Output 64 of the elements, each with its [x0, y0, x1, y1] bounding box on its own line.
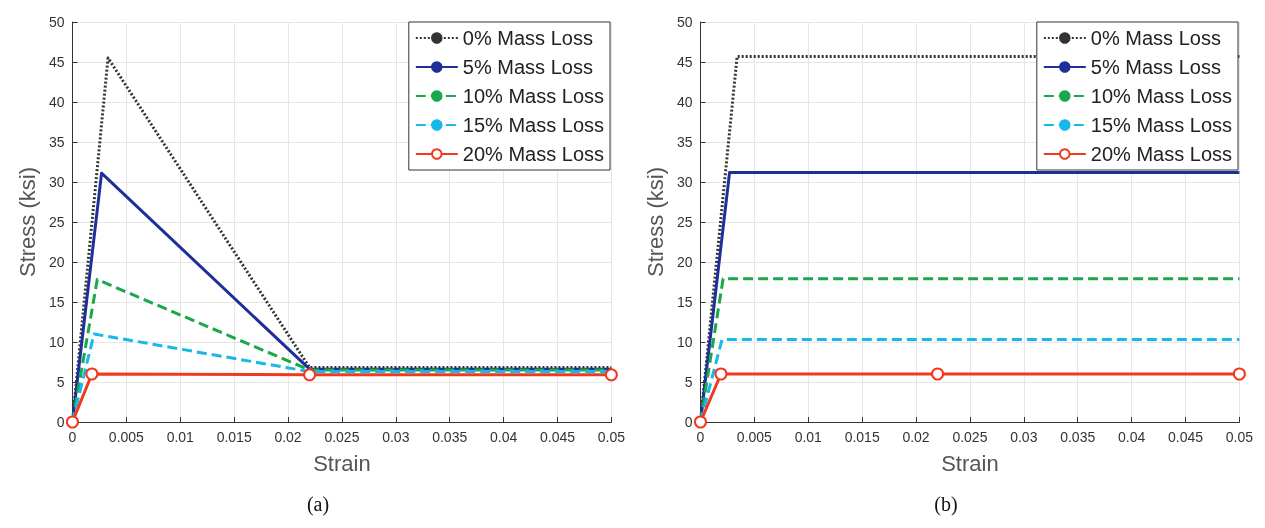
x-tick-label: 0.04 — [1117, 429, 1146, 445]
y-tick-label: 40 — [676, 94, 693, 110]
x-tick-label: 0.035 — [432, 429, 468, 445]
x-axis-title: Strain — [313, 450, 371, 476]
x-tick-label: 0.025 — [952, 429, 988, 445]
y-tick-label: 30 — [48, 174, 65, 190]
x-tick-label: 0.015 — [844, 429, 880, 445]
legend-label: 5% Mass Loss — [1090, 56, 1221, 78]
x-tick-label: 0.025 — [324, 429, 360, 445]
y-axis-title: Stress (ksi) — [642, 167, 668, 277]
point — [303, 368, 317, 382]
legend-label: 0% Mass Loss — [1090, 27, 1221, 49]
y-axis-title: Stress (ksi) — [14, 167, 40, 277]
y-tick-label: 45 — [676, 54, 693, 70]
text: (a) — [306, 493, 330, 516]
y-tick-label: 15 — [48, 294, 65, 310]
y-tick-label: 10 — [676, 334, 693, 350]
x-tick-label: 0.005 — [736, 429, 773, 445]
x-tick-label: 0.05 — [1225, 429, 1254, 445]
y-tick-label: 35 — [676, 134, 693, 150]
x-tick-label: 0.02 — [274, 429, 302, 445]
legend-label: 10% Mass Loss — [462, 85, 604, 107]
point — [604, 368, 618, 382]
legend-label: 20% Mass Loss — [1090, 143, 1232, 165]
legend-label: 10% Mass Loss — [1090, 85, 1232, 107]
x-tick-label: 0.01 — [794, 429, 823, 445]
y-tick-label: 50 — [48, 14, 65, 30]
legend-label: 5% Mass Loss — [462, 56, 593, 78]
x-tick-label: 0.035 — [1060, 429, 1096, 445]
x-tick-label: 0.02 — [902, 429, 930, 445]
x-tick-label: 0.04 — [489, 429, 518, 445]
y-tick-label: 20 — [676, 254, 693, 270]
point — [85, 367, 99, 381]
x-tick-label: 0.03 — [382, 429, 410, 445]
y-tick-label: 30 — [676, 174, 693, 190]
y-tick-label: 5 — [56, 374, 65, 390]
x-axis-title: Strain — [941, 450, 999, 476]
x-tick-label: 0.03 — [1010, 429, 1038, 445]
y-tick-label: 15 — [676, 294, 693, 310]
y-tick-label: 20 — [48, 254, 65, 270]
x-tick-label: 0.045 — [539, 429, 576, 445]
y-tick-label: 0 — [684, 414, 693, 430]
legend-label: 15% Mass Loss — [1090, 114, 1232, 136]
legend-label: 20% Mass Loss — [462, 143, 604, 165]
point — [65, 415, 79, 429]
y-tick-label: 25 — [676, 214, 693, 230]
x-tick-label: 0 — [696, 429, 705, 445]
x-tick-label: 0.045 — [1167, 429, 1204, 445]
y-tick-label: 50 — [676, 14, 693, 30]
x-tick-label: 0.015 — [216, 429, 252, 445]
legend-label: 15% Mass Loss — [462, 114, 604, 136]
legend-label: 0% Mass Loss — [462, 27, 593, 49]
y-tick-label: 35 — [48, 134, 65, 150]
y-tick-label: 45 — [48, 54, 65, 70]
text: (b) — [934, 493, 958, 516]
x-tick-label: 0.005 — [108, 429, 145, 445]
x-tick-label: 0.01 — [166, 429, 195, 445]
y-tick-label: 40 — [48, 94, 65, 110]
x-tick-label: 0 — [68, 429, 77, 445]
y-tick-label: 5 — [684, 374, 693, 390]
y-tick-label: 10 — [48, 334, 65, 350]
x-tick-label: 0.05 — [597, 429, 626, 445]
y-tick-label: 25 — [48, 214, 65, 230]
y-tick-label: 0 — [56, 414, 65, 430]
